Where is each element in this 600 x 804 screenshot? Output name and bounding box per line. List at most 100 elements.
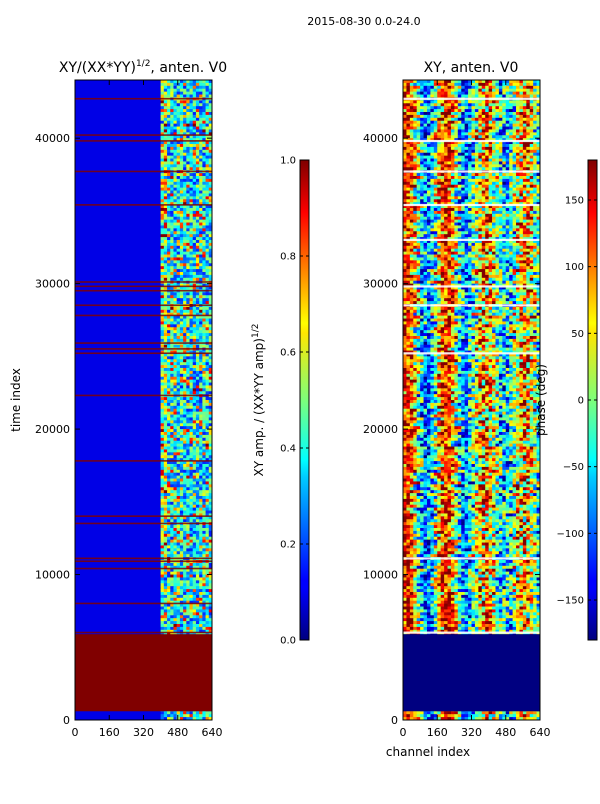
left-heatmap-cell [199,129,203,133]
right-heatmap-cell [416,161,421,165]
right-heatmap-cell [426,164,431,168]
left-heatmap-cell [170,568,174,573]
right-heatmap-cell [478,94,483,98]
left-heatmap-cell [160,490,165,494]
left-heatmap-cell [163,318,168,322]
left-heatmap-cell [195,205,200,209]
left-heatmap-cell [208,272,212,276]
left-heatmap-cell [205,545,210,549]
right-heatmap-cell [440,149,445,154]
right-heatmap-cell [447,106,452,110]
right-heatmap-cell [420,176,424,180]
right-heatmap-cell [464,138,469,142]
right-heatmap-cell [406,178,411,183]
right-heatmap-cell [416,106,421,110]
right-heatmap-cell [440,146,445,151]
left-heatmap-cell [176,382,181,386]
left-heatmap-cell [167,117,171,122]
left-heatmap-cell [173,405,178,410]
left-heatmap-cell [173,373,178,378]
right-heatmap-cell [485,117,490,122]
right-heatmap-cell [416,178,421,183]
left-heatmap-cell [199,397,203,401]
left-heatmap-cell [208,429,212,433]
left-heatmap-cell [176,216,181,221]
right-heatmap-cell [420,129,424,133]
left-heatmap-cell [199,452,203,456]
left-heatmap-cell [199,714,203,718]
right-heatmap-cell [416,126,421,130]
left-heatmap-cell [173,429,178,433]
left-heatmap-cell [189,359,194,363]
left-heatmap-cell [205,272,210,276]
right-heatmap-cell [478,155,483,159]
right-heatmap-cell [516,100,520,104]
left-heatmap-cell [208,565,212,570]
right-heatmap-cell [406,126,411,130]
left-heatmap-cell [160,452,165,456]
left-heatmap-cell [167,193,171,197]
left-heatmap-cell [179,91,184,95]
right-heatmap-cell [430,109,435,113]
left-heatmap-cell [163,178,168,183]
right-heatmap-cell [437,176,442,180]
left-heatmap-cell [179,385,184,389]
left-heatmap-cell [176,507,181,511]
left-heatmap-cell [179,589,184,593]
right-heatmap-cell [416,164,421,168]
left-heatmap-cell [173,114,178,119]
right-heatmap-cell [426,129,431,133]
right-heatmap-cell [450,112,455,116]
left-heatmap-cell [176,440,181,445]
left-heatmap-cell [183,126,187,130]
left-heatmap-cell [202,295,206,299]
left-heatmap-cell [173,330,178,334]
left-heatmap-cell [199,298,203,302]
left-heatmap-cell [183,210,187,215]
left-heatmap-cell [189,533,194,538]
left-heatmap-cell [173,353,178,357]
left-heatmap-cell [170,615,174,619]
left-heatmap-cell [173,365,178,369]
right-heatmap-cell [416,123,421,127]
left-heatmap-cell [192,603,197,607]
right-heatmap-cell [440,88,445,93]
left-heatmap-cell [192,586,197,590]
left-heatmap-cell [189,295,194,299]
right-heatmap-cell [413,106,418,110]
right-heatmap-cell [533,120,537,125]
left-heatmap-cell [176,187,181,191]
left-heatmap-cell [179,487,184,491]
left-heatmap-cell [179,420,184,424]
right-heatmap-cell [440,161,445,165]
left-heatmap-cell [170,530,174,535]
left-heatmap-cell [167,519,171,523]
right-heatmap-cell [447,158,452,162]
left-heatmap-cell [176,487,181,491]
left-heatmap-cell [199,516,203,520]
right-heatmap-cell [526,117,531,122]
left-heatmap-cell [183,717,187,720]
left-heatmap-cell [199,324,203,328]
right-heatmap-cell [471,112,476,116]
left-heatmap-cell [205,269,210,273]
left-heatmap-cell [192,562,197,567]
right-heatmap-cell [433,85,438,90]
right-heatmap-cell [433,155,438,159]
left-heatmap-cell [167,478,171,482]
left-heatmap-cell [195,176,200,180]
left-heatmap-cell [205,176,210,180]
left-heatmap-cell [199,184,203,189]
left-heatmap-cell [208,586,212,590]
left-heatmap-cell [186,612,190,616]
left-heatmap-cell [163,187,168,191]
left-heatmap-cell [167,711,171,715]
right-heatmap-cell [450,181,455,186]
left-heatmap-cell [205,240,210,244]
left-heatmap-cell [167,318,171,322]
right-heatmap-cell [420,155,424,159]
right-heatmap-cell [488,132,493,136]
right-heatmap-cell [505,144,510,148]
left-heatmap-cell [173,612,178,616]
left-heatmap-cell [205,164,210,168]
